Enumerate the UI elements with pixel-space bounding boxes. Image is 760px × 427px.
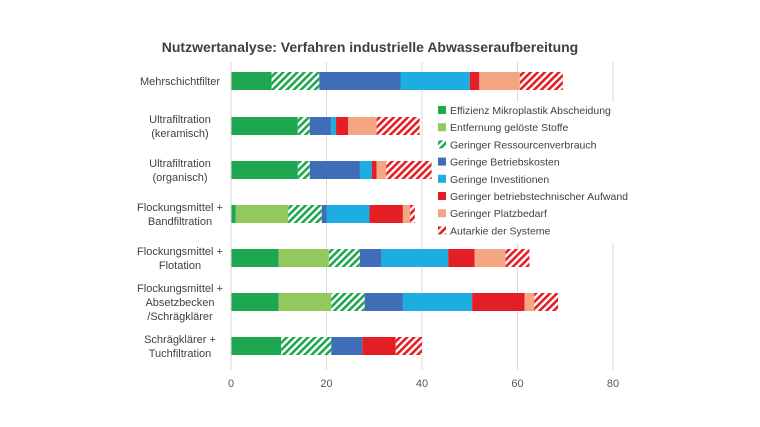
bar-segment xyxy=(376,161,387,179)
bar-segment xyxy=(331,293,365,311)
bar-segment xyxy=(328,249,360,267)
legend-swatch xyxy=(438,157,446,166)
legend-swatch xyxy=(438,226,446,235)
bar-segment xyxy=(469,72,480,90)
bar-segment xyxy=(402,205,411,223)
bar-segment xyxy=(278,249,329,267)
bar-segment xyxy=(231,337,282,355)
bar-segment xyxy=(319,72,401,90)
category-label: Flockungsmittel + Absetzbecken/Schrägklär… xyxy=(137,283,223,323)
bar-segment xyxy=(395,337,422,355)
bar-segment xyxy=(448,249,475,267)
bar-segment xyxy=(369,205,403,223)
legend-swatch xyxy=(438,140,446,149)
legend-label: Geringe Investitionen xyxy=(450,174,549,186)
x-tick-label: 0 xyxy=(228,378,234,390)
category-label: Flockungsmittel + Bandfiltration xyxy=(137,202,223,228)
bar-segment xyxy=(231,293,279,311)
legend-swatch xyxy=(438,106,446,114)
bar-segment xyxy=(231,161,298,179)
bar-segment xyxy=(364,293,403,311)
bar-segment xyxy=(479,72,520,90)
bar-segment xyxy=(271,72,320,90)
bars xyxy=(231,72,563,355)
category-label: Ultrafiltration (keramisch) xyxy=(149,114,211,140)
axes: 0 20 40 60 80 Mehrschichtfilter Ultrafiltratio… xyxy=(137,62,619,390)
legend-label: Effizienz Mikroplastik Abscheidung xyxy=(450,105,611,117)
category-label: Flockungsmittel + Flotation xyxy=(137,246,223,272)
bar-segment xyxy=(297,161,310,179)
bar-segment xyxy=(235,205,289,223)
x-tick-label: 80 xyxy=(607,378,619,390)
legend: Effizienz Mikroplastik Abscheidung Entfer… xyxy=(434,102,628,244)
chart-title: Nutzwertanalyse: Verfahren industrielle … xyxy=(162,39,579,55)
bar-segment xyxy=(231,249,279,267)
legend-label: Geringe Betriebskosten xyxy=(450,157,560,169)
bar-segment xyxy=(474,249,506,267)
bar-segment xyxy=(297,117,310,135)
bar-segment xyxy=(321,205,327,223)
bar-segment xyxy=(402,293,473,311)
x-tick-label: 40 xyxy=(416,378,428,390)
legend-background xyxy=(434,102,620,244)
legend-label: Geringer Platzbedarf xyxy=(450,208,547,220)
legend-label: Entfernung gelöste Stoffe xyxy=(450,122,568,134)
bar-segment xyxy=(331,117,337,135)
legend-swatch xyxy=(438,209,446,218)
legend-label: Autarkie der Systeme xyxy=(450,225,551,237)
bar-segment xyxy=(472,293,525,311)
bar-segment xyxy=(505,249,530,267)
bar-segment xyxy=(386,161,432,179)
x-tick-label: 20 xyxy=(320,378,332,390)
x-tick-label: 60 xyxy=(511,378,523,390)
bar-segment xyxy=(376,117,420,135)
bar-segment xyxy=(231,205,236,223)
category-label: Ultrafiltration (organisch) xyxy=(149,158,211,184)
legend-swatch xyxy=(438,123,446,132)
bar-segment xyxy=(231,117,298,135)
bar-segment xyxy=(410,205,415,223)
category-label: Schrägklärer + Tuchfiltration xyxy=(144,334,216,360)
bar-segment xyxy=(362,337,396,355)
bar-segment xyxy=(278,293,332,311)
bar-segment xyxy=(309,161,360,179)
bar-segment xyxy=(534,293,559,311)
legend-swatch xyxy=(438,174,446,183)
bar-segment xyxy=(336,117,348,135)
bar-segment xyxy=(309,117,332,135)
bar-segment xyxy=(231,72,272,90)
bar-segment xyxy=(288,205,322,223)
bar-segment xyxy=(400,72,470,90)
bar-segment xyxy=(519,72,563,90)
bar-segment xyxy=(347,117,377,135)
legend-label: Geringer betriebstechnischer Aufwand xyxy=(450,191,628,203)
bar-segment xyxy=(281,337,332,355)
bar-segment xyxy=(359,161,372,179)
bar-segment xyxy=(381,249,449,267)
bar-segment xyxy=(326,205,370,223)
bar-segment xyxy=(371,161,377,179)
bar-segment xyxy=(359,249,382,267)
bar-segment xyxy=(331,337,363,355)
legend-label: Geringer Ressourcenverbrauch xyxy=(450,139,597,151)
category-label: Mehrschichtfilter xyxy=(140,76,220,88)
legend-swatch xyxy=(438,192,446,200)
bar-segment xyxy=(524,293,535,311)
